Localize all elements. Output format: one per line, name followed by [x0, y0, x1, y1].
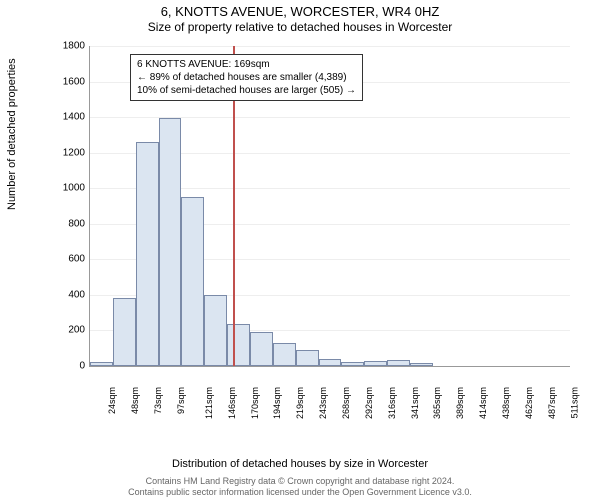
chart-container: 6, KNOTTS AVENUE, WORCESTER, WR4 0HZ Siz… — [0, 0, 600, 500]
histogram-bar — [90, 362, 113, 366]
x-tick-label: 511sqm — [569, 387, 600, 418]
histogram-bar — [227, 324, 250, 366]
histogram-bar — [250, 332, 273, 366]
y-axis-label: Number of detached properties — [6, 58, 18, 210]
histogram-bar — [410, 363, 433, 366]
y-tick-label: 1600 — [55, 76, 85, 87]
y-tick-label: 1200 — [55, 147, 85, 158]
histogram-bar — [319, 359, 342, 366]
y-tick-label: 400 — [55, 289, 85, 300]
y-tick-label: 1800 — [55, 41, 85, 52]
histogram-bar — [204, 295, 227, 366]
annotation-line-3: 10% of semi-detached houses are larger (… — [137, 85, 356, 96]
y-tick-label: 0 — [55, 361, 85, 372]
histogram-bar — [364, 361, 387, 366]
histogram-bar — [273, 343, 296, 366]
footer: Contains HM Land Registry data © Crown c… — [0, 476, 600, 499]
chart-area: 6 KNOTTS AVENUE: 169sqm ← 89% of detached… — [57, 40, 573, 410]
y-tick-label: 600 — [55, 254, 85, 265]
annotation-line-1: 6 KNOTTS AVENUE: 169sqm — [137, 59, 270, 70]
x-axis-label: Distribution of detached houses by size … — [0, 458, 600, 470]
plot: 6 KNOTTS AVENUE: 169sqm ← 89% of detached… — [57, 40, 573, 410]
footer-line-1: Contains HM Land Registry data © Crown c… — [146, 476, 455, 486]
plot-area: 6 KNOTTS AVENUE: 169sqm ← 89% of detached… — [89, 46, 570, 367]
title-block: 6, KNOTTS AVENUE, WORCESTER, WR4 0HZ Siz… — [0, 0, 600, 34]
histogram-bar — [113, 298, 136, 366]
y-tick-label: 200 — [55, 325, 85, 336]
subtitle: Size of property relative to detached ho… — [0, 20, 600, 34]
histogram-bar — [136, 142, 159, 366]
annotation-box: 6 KNOTTS AVENUE: 169sqm ← 89% of detached… — [130, 54, 363, 101]
address-title: 6, KNOTTS AVENUE, WORCESTER, WR4 0HZ — [0, 4, 600, 19]
y-tick-label: 1000 — [55, 183, 85, 194]
histogram-bar — [341, 362, 364, 366]
y-tick-label: 1400 — [55, 112, 85, 123]
histogram-bar — [181, 197, 204, 366]
gridline — [90, 46, 570, 47]
annotation-line-2: ← 89% of detached houses are smaller (4,… — [137, 72, 347, 83]
histogram-bar — [296, 350, 319, 366]
y-tick-label: 800 — [55, 218, 85, 229]
histogram-bar — [159, 118, 182, 366]
histogram-bar — [387, 360, 410, 366]
footer-line-2: Contains public sector information licen… — [128, 487, 472, 497]
